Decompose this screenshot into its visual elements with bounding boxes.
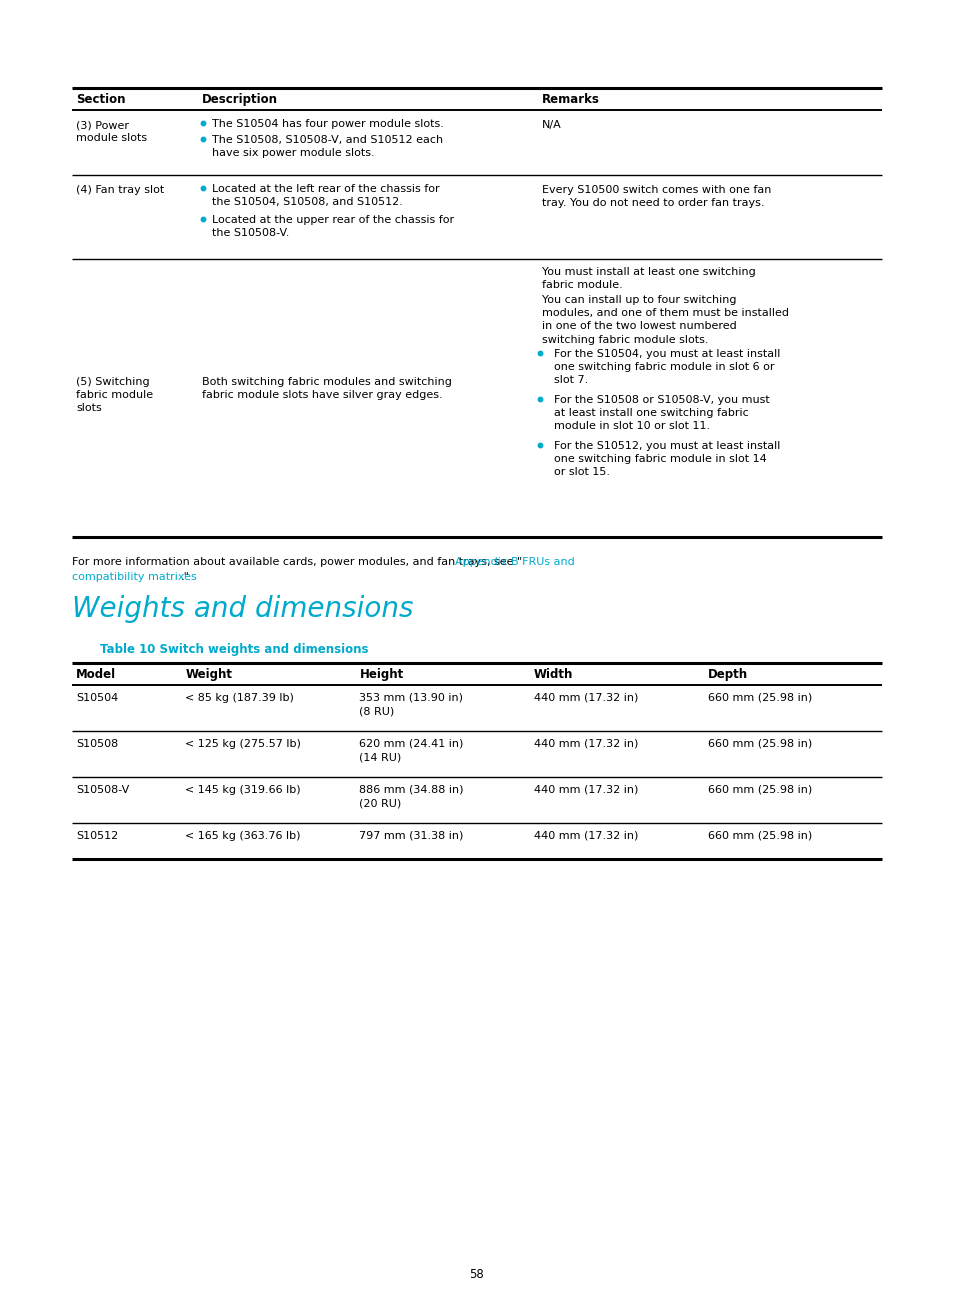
- Text: (3) Power
module slots: (3) Power module slots: [76, 121, 147, 143]
- Text: For the S10512, you must at least install
one switching fabric module in slot 14: For the S10512, you must at least instal…: [553, 441, 780, 477]
- Text: 660 mm (25.98 in): 660 mm (25.98 in): [707, 831, 811, 841]
- Text: (4) Fan tray slot: (4) Fan tray slot: [76, 185, 164, 194]
- Text: < 85 kg (187.39 lb): < 85 kg (187.39 lb): [185, 693, 294, 702]
- Text: 660 mm (25.98 in): 660 mm (25.98 in): [707, 693, 811, 702]
- Text: Table 10 Switch weights and dimensions: Table 10 Switch weights and dimensions: [100, 643, 368, 656]
- Text: 440 mm (17.32 in): 440 mm (17.32 in): [533, 785, 638, 794]
- Text: 886 mm (34.88 in)
(20 RU): 886 mm (34.88 in) (20 RU): [359, 785, 463, 809]
- Text: 660 mm (25.98 in): 660 mm (25.98 in): [707, 739, 811, 749]
- Text: Remarks: Remarks: [541, 93, 599, 106]
- Text: Every S10500 switch comes with one fan
tray. You do not need to order fan trays.: Every S10500 switch comes with one fan t…: [541, 185, 770, 209]
- Text: compatibility matrixes: compatibility matrixes: [71, 572, 196, 582]
- Text: Weight: Weight: [185, 667, 233, 680]
- Text: Description: Description: [201, 93, 277, 106]
- Text: S10512: S10512: [76, 831, 118, 841]
- Text: 353 mm (13.90 in)
(8 RU): 353 mm (13.90 in) (8 RU): [359, 693, 463, 717]
- Text: For the S10504, you must at least install
one switching fabric module in slot 6 : For the S10504, you must at least instal…: [553, 349, 780, 385]
- Text: You can install up to four switching
modules, and one of them must be installed
: You can install up to four switching mod…: [541, 295, 788, 345]
- Text: 797 mm (31.38 in): 797 mm (31.38 in): [359, 831, 463, 841]
- Text: 660 mm (25.98 in): 660 mm (25.98 in): [707, 785, 811, 794]
- Text: < 165 kg (363.76 lb): < 165 kg (363.76 lb): [185, 831, 300, 841]
- Text: For the S10508 or S10508-V, you must
at least install one switching fabric
modul: For the S10508 or S10508-V, you must at …: [553, 395, 769, 432]
- Text: Both switching fabric modules and switching
fabric module slots have silver gray: Both switching fabric modules and switch…: [201, 377, 451, 400]
- Text: S10508: S10508: [76, 739, 118, 749]
- Text: Height: Height: [359, 667, 403, 680]
- Text: S10504: S10504: [76, 693, 118, 702]
- Text: Model: Model: [76, 667, 116, 680]
- Text: Located at the left rear of the chassis for
the S10504, S10508, and S10512.: Located at the left rear of the chassis …: [212, 184, 438, 207]
- Text: Width: Width: [533, 667, 573, 680]
- Text: N/A: N/A: [541, 121, 561, 130]
- Text: 440 mm (17.32 in): 440 mm (17.32 in): [533, 739, 638, 749]
- Text: 620 mm (24.41 in)
(14 RU): 620 mm (24.41 in) (14 RU): [359, 739, 463, 762]
- Text: 58: 58: [469, 1267, 484, 1280]
- Text: Appendix B FRUs and: Appendix B FRUs and: [455, 557, 574, 568]
- Text: You must install at least one switching
fabric module.: You must install at least one switching …: [541, 267, 755, 290]
- Text: < 125 kg (275.57 lb): < 125 kg (275.57 lb): [185, 739, 301, 749]
- Text: .": .": [181, 572, 190, 582]
- Text: Depth: Depth: [707, 667, 747, 680]
- Text: For more information about available cards, power modules, and fan trays, see ": For more information about available car…: [71, 557, 521, 568]
- Text: < 145 kg (319.66 lb): < 145 kg (319.66 lb): [185, 785, 300, 794]
- Text: Weights and dimensions: Weights and dimensions: [71, 595, 413, 623]
- Text: 440 mm (17.32 in): 440 mm (17.32 in): [533, 831, 638, 841]
- Text: The S10508, S10508-V, and S10512 each
have six power module slots.: The S10508, S10508-V, and S10512 each ha…: [212, 135, 442, 158]
- Text: Section: Section: [76, 93, 126, 106]
- Text: (5) Switching
fabric module
slots: (5) Switching fabric module slots: [76, 377, 153, 413]
- Text: Located at the upper rear of the chassis for
the S10508-V.: Located at the upper rear of the chassis…: [212, 215, 454, 238]
- Text: 440 mm (17.32 in): 440 mm (17.32 in): [533, 693, 638, 702]
- Text: The S10504 has four power module slots.: The S10504 has four power module slots.: [212, 119, 443, 130]
- Text: S10508-V: S10508-V: [76, 785, 129, 794]
